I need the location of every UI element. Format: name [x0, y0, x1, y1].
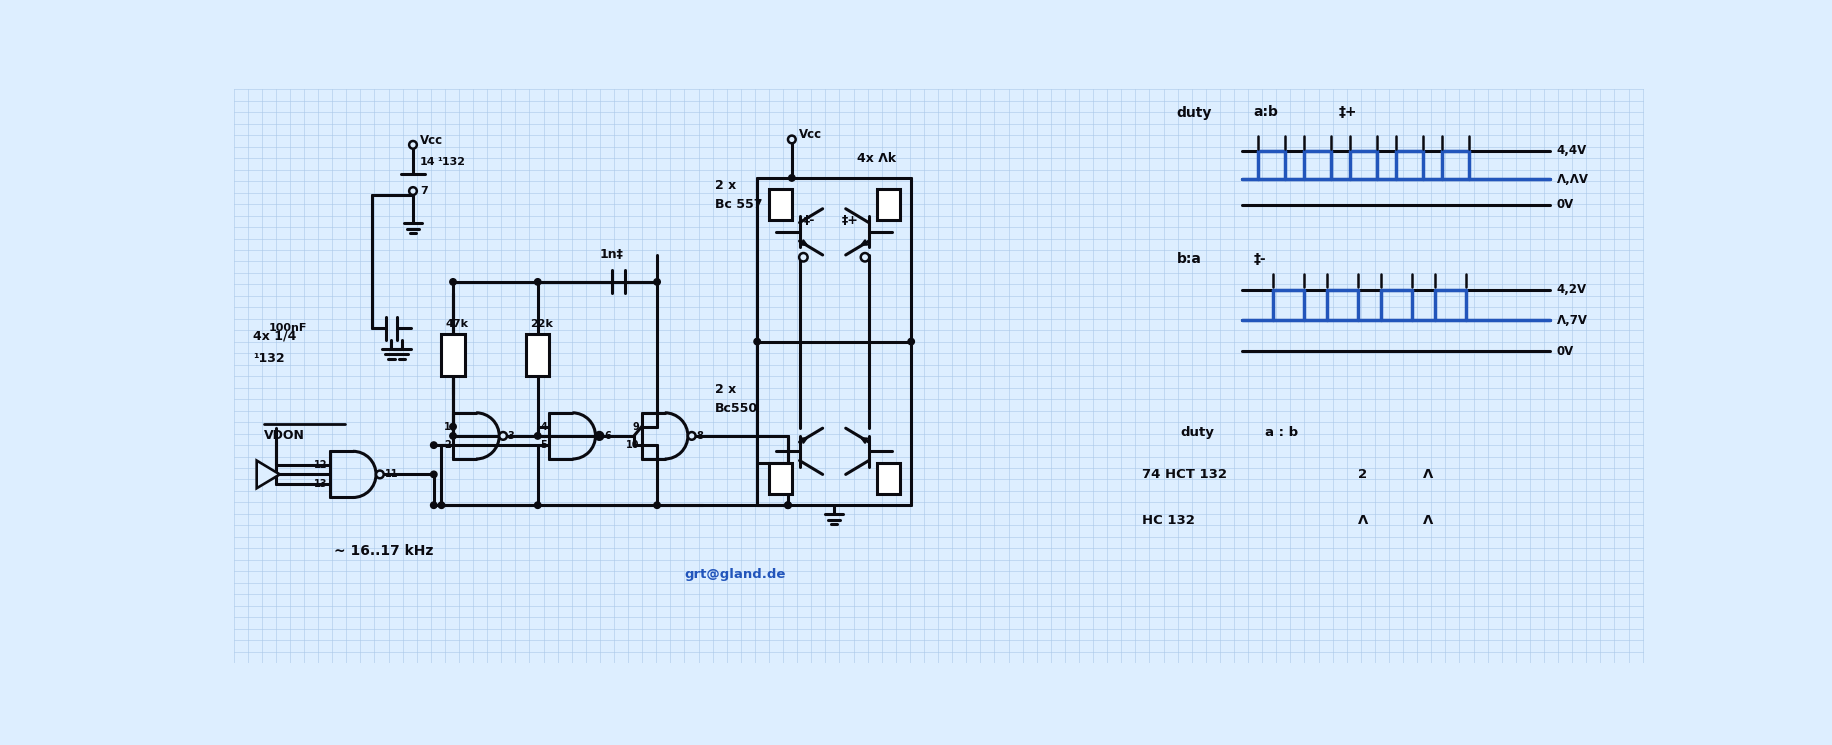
Text: VDON: VDON: [264, 429, 306, 443]
Text: 47k: 47k: [445, 320, 469, 329]
Text: 2 x: 2 x: [714, 383, 736, 396]
Text: 11: 11: [385, 469, 398, 479]
Bar: [526, 334, 550, 376]
Text: 5: 5: [540, 440, 548, 450]
Text: 0V: 0V: [1557, 345, 1574, 358]
Circle shape: [535, 279, 540, 285]
Circle shape: [788, 175, 795, 181]
Circle shape: [784, 502, 791, 508]
Text: 4,2V: 4,2V: [1557, 283, 1587, 296]
Text: 6: 6: [605, 431, 610, 441]
Text: b:a: b:a: [1176, 252, 1202, 266]
Circle shape: [409, 187, 418, 195]
Text: 100nF: 100nF: [267, 323, 306, 333]
Circle shape: [788, 136, 795, 143]
Text: duty: duty: [1176, 106, 1213, 119]
Circle shape: [687, 432, 696, 440]
Circle shape: [409, 141, 418, 149]
Circle shape: [500, 432, 507, 440]
Circle shape: [535, 433, 540, 439]
Bar: [769, 463, 791, 494]
Text: 4,4V: 4,4V: [1557, 145, 1587, 157]
Circle shape: [438, 502, 445, 508]
Circle shape: [799, 253, 808, 261]
Text: ~ 16..17 kHz: ~ 16..17 kHz: [333, 545, 432, 559]
Text: 0V: 0V: [1557, 198, 1574, 212]
Circle shape: [451, 279, 456, 285]
Text: 12: 12: [313, 460, 328, 470]
Circle shape: [451, 423, 456, 430]
Circle shape: [535, 502, 540, 508]
Text: ‡+: ‡+: [1339, 106, 1358, 119]
Text: 4: 4: [540, 422, 548, 431]
Text: ¹132: ¹132: [253, 352, 284, 365]
Text: 14: 14: [420, 156, 436, 167]
Text: HC 132: HC 132: [1141, 514, 1194, 527]
Text: 4x 1/4: 4x 1/4: [253, 329, 297, 342]
Circle shape: [654, 502, 660, 508]
Text: 74 HCT 132: 74 HCT 132: [1141, 468, 1227, 481]
Text: grt@gland.de: grt@gland.de: [683, 568, 786, 581]
Text: a:b: a:b: [1253, 106, 1279, 119]
Circle shape: [861, 253, 868, 261]
Text: ‡-: ‡-: [804, 214, 815, 226]
Text: 2 x: 2 x: [714, 179, 736, 192]
Text: ¹132: ¹132: [438, 156, 465, 167]
Text: a : b: a : b: [1266, 425, 1299, 439]
Circle shape: [451, 433, 456, 439]
Text: Λ: Λ: [1358, 514, 1369, 527]
Text: ‡-: ‡-: [1253, 252, 1266, 266]
Circle shape: [431, 502, 438, 508]
Bar: [769, 189, 791, 221]
Text: 13: 13: [313, 478, 328, 489]
Text: ‡+: ‡+: [843, 214, 859, 226]
Text: Vcc: Vcc: [799, 128, 823, 142]
Text: 4x Λk: 4x Λk: [857, 152, 896, 165]
Text: 2: 2: [443, 440, 451, 450]
Text: 7: 7: [420, 186, 427, 196]
Bar: [876, 189, 900, 221]
Text: Λ: Λ: [1423, 468, 1433, 481]
Text: 22k: 22k: [529, 320, 553, 329]
Bar: [442, 334, 465, 376]
Circle shape: [595, 433, 603, 439]
Circle shape: [784, 502, 791, 508]
Text: 9: 9: [632, 422, 639, 431]
Text: duty: duty: [1180, 425, 1215, 439]
Text: 8: 8: [696, 431, 703, 441]
Bar: [876, 463, 900, 494]
Text: Λ,7V: Λ,7V: [1557, 314, 1588, 327]
Text: Λ: Λ: [1423, 514, 1433, 527]
Text: 1: 1: [443, 422, 451, 431]
Text: 2: 2: [1358, 468, 1367, 481]
Text: 1n‡: 1n‡: [599, 248, 623, 261]
Text: Vcc: Vcc: [420, 133, 443, 147]
Circle shape: [909, 338, 914, 345]
Text: Bc 557: Bc 557: [714, 198, 762, 212]
Circle shape: [431, 471, 438, 478]
Circle shape: [654, 279, 660, 285]
Text: Λ,ΛV: Λ,ΛV: [1557, 173, 1588, 186]
Circle shape: [376, 471, 383, 478]
Text: Bc550: Bc550: [714, 402, 758, 416]
Circle shape: [431, 442, 438, 448]
Circle shape: [755, 338, 760, 345]
Circle shape: [595, 432, 603, 440]
Polygon shape: [256, 460, 280, 488]
Text: 10: 10: [627, 440, 639, 450]
Text: 3: 3: [507, 431, 515, 441]
